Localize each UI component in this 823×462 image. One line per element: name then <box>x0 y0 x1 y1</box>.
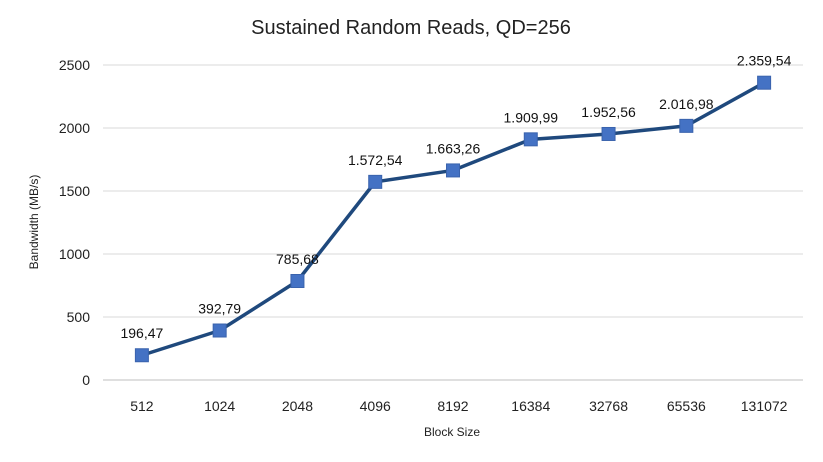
y-tick-label: 1000 <box>59 246 90 262</box>
y-axis-label: Bandwidth (MB/s) <box>27 175 41 270</box>
y-tick-label: 2500 <box>59 57 90 73</box>
x-tick-label: 2048 <box>282 398 313 414</box>
data-label: 2.016,98 <box>659 96 714 112</box>
y-tick-label: 0 <box>82 372 90 388</box>
data-labels: 196,47 392,79 785,68 1.572,54 1.663,26 1.909,… <box>120 53 791 342</box>
data-point-marker <box>523 132 538 147</box>
data-point-marker <box>601 126 616 141</box>
data-point-marker <box>212 323 227 338</box>
x-tick-label: 1024 <box>204 398 235 414</box>
data-point-marker <box>757 75 772 90</box>
x-tick-label: 16384 <box>511 398 550 414</box>
x-tick-label: 32768 <box>589 398 628 414</box>
data-point-marker <box>679 118 694 133</box>
data-label: 1.952,56 <box>581 104 636 120</box>
data-label: 392,79 <box>198 301 241 317</box>
x-tick-label: 65536 <box>667 398 706 414</box>
y-tick-label: 1500 <box>59 183 90 199</box>
series-layer <box>134 75 772 363</box>
data-point-marker <box>134 348 149 363</box>
y-axis-ticks: 0 500 1000 1500 2000 2500 <box>59 57 90 388</box>
x-axis-label: Block Size <box>424 425 480 439</box>
x-tick-label: 8192 <box>437 398 468 414</box>
data-label: 785,68 <box>276 251 319 267</box>
data-point-marker <box>368 174 383 189</box>
y-tick-label: 2000 <box>59 120 90 136</box>
data-point-marker <box>446 163 460 178</box>
x-tick-label: 512 <box>130 398 154 414</box>
chart-title: Sustained Random Reads, QD=256 <box>251 17 571 39</box>
data-label: 2.359,54 <box>737 53 792 69</box>
data-label: 1.663,26 <box>426 140 481 156</box>
data-label: 196,47 <box>120 325 163 341</box>
data-point-marker <box>290 274 305 289</box>
x-tick-label: 131072 <box>741 398 788 414</box>
x-tick-label: 4096 <box>360 398 391 414</box>
y-tick-label: 500 <box>67 309 91 325</box>
data-label: 1.909,99 <box>504 109 559 125</box>
x-axis-ticks: 512 1024 2048 4096 8192 16384 32768 65536 131072 <box>130 398 787 414</box>
data-label: 1.572,54 <box>348 152 403 168</box>
